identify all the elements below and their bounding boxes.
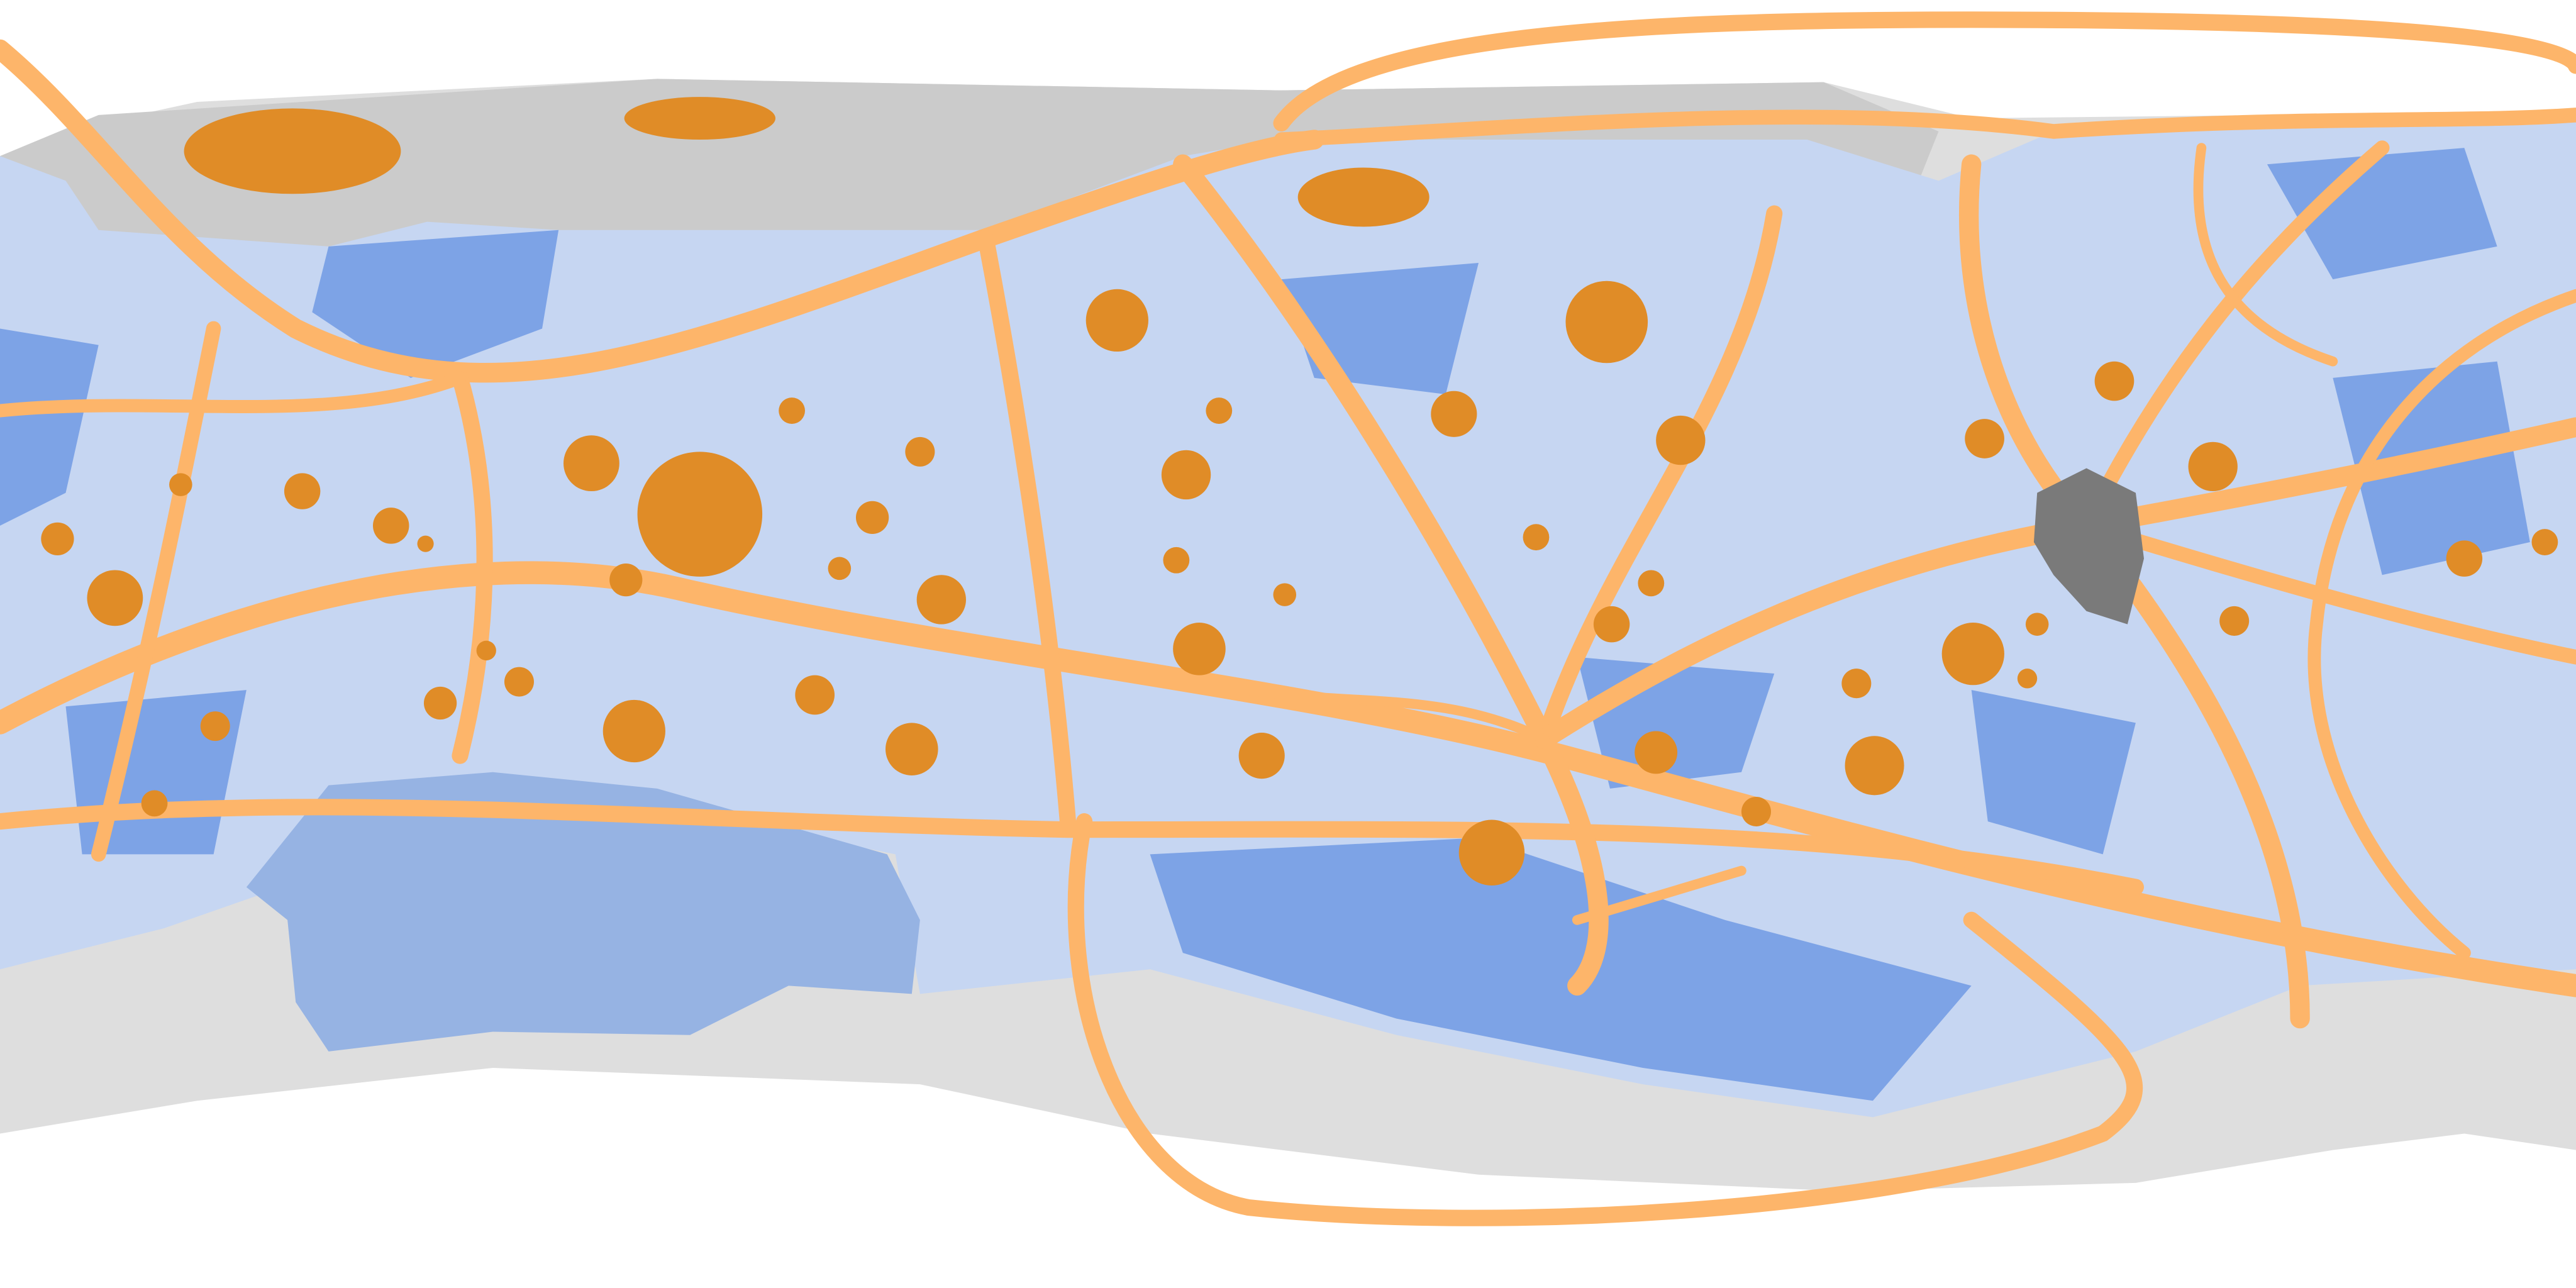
crater — [886, 723, 938, 775]
crater — [602, 699, 665, 763]
crater — [1431, 391, 1477, 437]
crater — [184, 108, 401, 194]
crater — [372, 508, 409, 544]
crater — [609, 564, 643, 597]
ridge — [977, 230, 1077, 830]
crater — [795, 675, 835, 715]
crater — [2025, 613, 2049, 636]
crater — [905, 436, 935, 467]
ridge — [1274, 108, 2576, 147]
crater — [1273, 583, 1297, 606]
crater — [2188, 441, 2238, 492]
crater — [1941, 623, 2004, 686]
crater — [624, 97, 775, 140]
crater — [141, 790, 168, 817]
ridge — [0, 39, 1324, 383]
ridge — [1243, 685, 1550, 745]
crater — [1085, 289, 1148, 352]
crater — [1845, 736, 1904, 796]
crater — [284, 473, 321, 509]
crater — [1523, 524, 1550, 551]
crater — [2219, 606, 2250, 636]
crater — [637, 452, 763, 577]
crater — [779, 397, 805, 424]
ridge — [2079, 140, 2390, 533]
crater — [1163, 547, 1190, 574]
ridge — [0, 799, 2144, 896]
crater — [1965, 419, 2004, 458]
patch — [312, 230, 559, 378]
craters — [41, 97, 2558, 886]
crater — [855, 501, 889, 534]
crater — [2446, 540, 2483, 577]
crater — [2094, 361, 2135, 401]
crater — [417, 535, 434, 552]
patch — [1971, 690, 2136, 855]
crater — [2531, 529, 2558, 555]
patch — [2267, 148, 2497, 280]
crater — [2017, 669, 2038, 689]
crater — [1297, 167, 1430, 227]
crater — [423, 686, 457, 720]
crater — [200, 711, 230, 741]
crater — [1841, 669, 1872, 699]
patch — [0, 328, 99, 526]
crater — [1238, 733, 1285, 779]
ridge — [452, 369, 493, 764]
lake — [246, 772, 920, 1052]
crater — [504, 667, 534, 697]
crater — [916, 575, 966, 625]
crater — [564, 435, 619, 492]
crater — [87, 570, 143, 626]
ridge — [2079, 518, 2576, 665]
ridge — [2193, 143, 2338, 367]
ridge — [2307, 289, 2576, 960]
ridge — [1536, 205, 1783, 748]
crater — [169, 473, 192, 496]
crater — [1656, 415, 1706, 465]
patch — [1150, 838, 1972, 1101]
crater — [1161, 450, 1211, 500]
ridge — [1572, 865, 1746, 925]
crater — [41, 522, 74, 555]
ridge — [1273, 11, 2576, 131]
ridge — [1067, 813, 2143, 1226]
ridge — [0, 561, 2576, 997]
ridge — [0, 371, 467, 418]
crater — [1565, 280, 1648, 364]
crater — [828, 557, 852, 580]
crater — [1206, 397, 1233, 424]
crater — [1741, 796, 1771, 826]
crater — [1638, 570, 1665, 597]
crater — [1173, 623, 1226, 675]
crater — [476, 640, 496, 661]
ridge — [1173, 154, 1609, 996]
crater — [1458, 819, 1525, 886]
dark-region — [2033, 468, 2144, 625]
crater — [1635, 731, 1678, 774]
crater — [1593, 606, 1630, 643]
